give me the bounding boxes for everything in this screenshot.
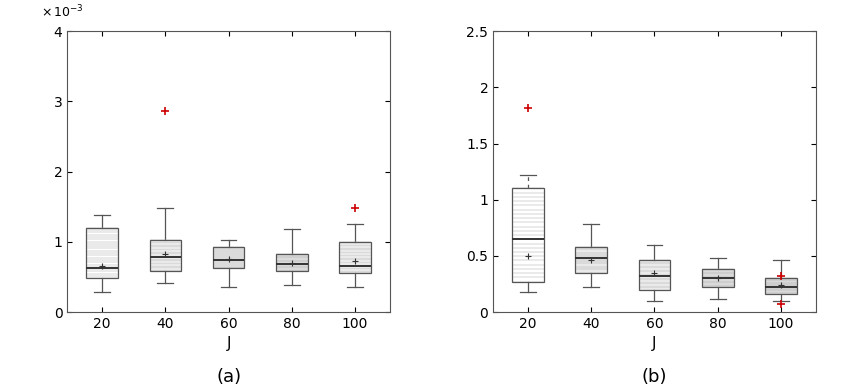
Bar [276,254,308,271]
Bar [702,269,733,287]
Bar [512,188,544,282]
Bar [339,242,371,273]
Bar [702,269,733,287]
Bar [150,240,181,271]
Text: (a): (a) [216,368,241,386]
Bar [575,247,607,273]
Bar [339,242,371,273]
Bar [276,254,308,271]
Bar [213,247,245,268]
Bar [575,247,607,273]
Bar [213,247,245,268]
X-axis label: J: J [653,337,657,351]
Bar [638,261,670,289]
Bar [765,278,796,294]
Bar [765,278,796,294]
X-axis label: J: J [226,337,230,351]
Text: (b): (b) [642,368,667,386]
Bar [87,228,118,278]
Bar [512,188,544,282]
Bar [638,261,670,289]
Text: $\times\,10^{-3}$: $\times\,10^{-3}$ [41,4,84,20]
Bar [150,240,181,271]
Bar [87,228,118,278]
